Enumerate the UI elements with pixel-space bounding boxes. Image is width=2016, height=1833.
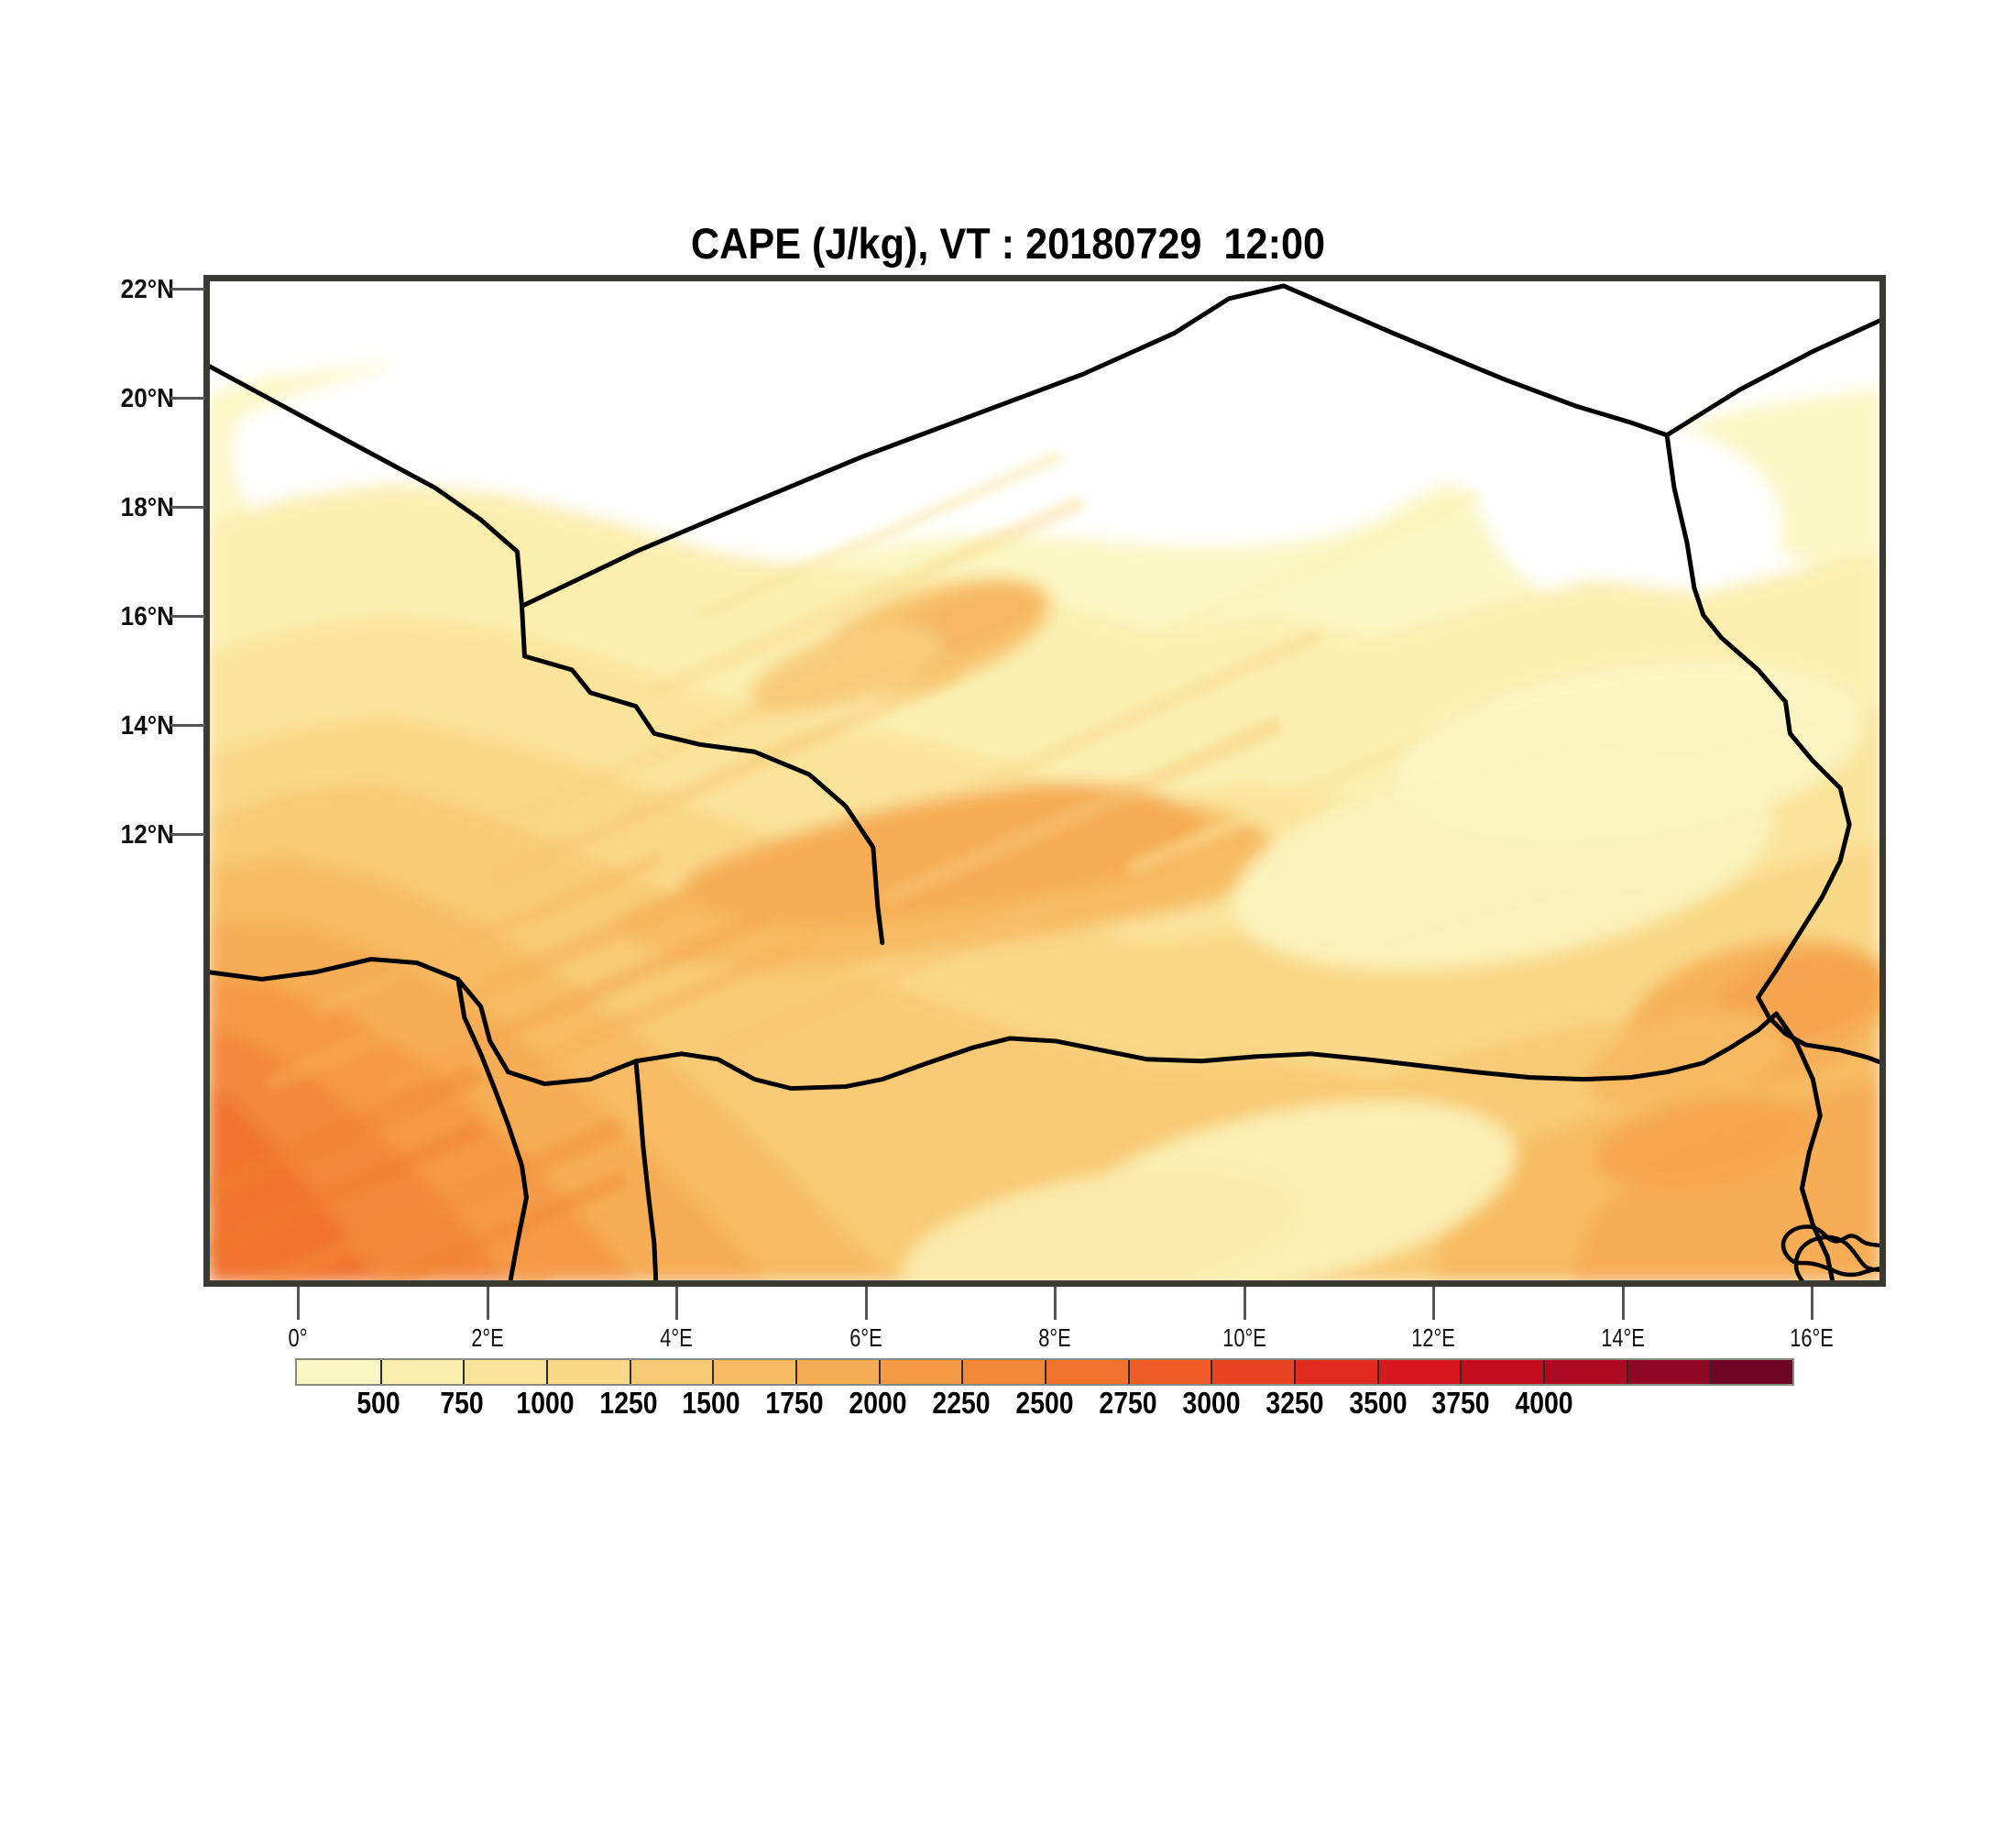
y-tick-label-18N: 18°N	[120, 493, 174, 522]
y-tick-mark-22N	[170, 288, 205, 291]
y-tick-mark-12N	[170, 833, 205, 836]
colorbar-swatch	[1460, 1360, 1544, 1384]
colorbar-tick-label: 2250	[932, 1386, 991, 1420]
colorbar-tick-label: 1250	[598, 1386, 658, 1420]
colorbar-tick-label: 1750	[765, 1386, 824, 1420]
colorbar-divider	[629, 1360, 631, 1384]
colorbar-divider	[1211, 1360, 1213, 1384]
colorbar-swatch	[878, 1360, 962, 1384]
colorbar-divider	[1294, 1360, 1296, 1384]
colorbar-swatch	[1543, 1360, 1627, 1384]
colorbar-divider	[1127, 1360, 1130, 1384]
x-tick-label-2E: 2°E	[471, 1323, 504, 1352]
colorbar-swatch	[463, 1360, 547, 1384]
colorbar-swatch	[297, 1360, 380, 1384]
colorbar[interactable]	[295, 1358, 1794, 1386]
x-tick-mark-8E	[1054, 1287, 1057, 1320]
colorbar-swatch	[379, 1360, 464, 1384]
colorbar-divider	[463, 1360, 466, 1384]
y-tick-label-14N: 14°N	[120, 711, 174, 741]
map-clip	[207, 279, 1882, 1283]
y-tick-label-20N: 20°N	[120, 384, 174, 413]
x-tick-mark-14E	[1622, 1287, 1625, 1320]
colorbar-divider	[1626, 1360, 1628, 1384]
x-tick-label-16E: 16°E	[1790, 1323, 1834, 1352]
colorbar-swatch	[961, 1360, 1046, 1384]
page-title: CAPE (J/kg), VT : 20180729 12:00	[690, 219, 1326, 268]
x-tick-mark-4E	[675, 1287, 678, 1320]
x-tick-mark-0	[297, 1287, 300, 1320]
y-tick-mark-20N	[170, 397, 205, 400]
cape-heatmap	[207, 279, 1882, 1283]
y-tick-label-16N: 16°N	[120, 602, 174, 631]
x-tick-mark-2E	[487, 1287, 489, 1320]
colorbar-swatch	[546, 1360, 630, 1384]
x-tick-label-8E: 8°E	[1038, 1323, 1071, 1352]
colorbar-swatch	[1294, 1360, 1377, 1384]
colorbar-swatch	[629, 1360, 713, 1384]
colorbar-swatch	[1045, 1360, 1128, 1384]
x-tick-mark-12E	[1432, 1287, 1435, 1320]
colorbar-divider	[878, 1360, 881, 1384]
colorbar-tick-label: 2500	[1015, 1386, 1074, 1420]
colorbar-divider	[795, 1360, 797, 1384]
colorbar-tick-label: 2750	[1099, 1386, 1157, 1420]
colorbar-swatch	[1709, 1360, 1793, 1384]
x-tick-label-14E: 14°E	[1601, 1323, 1645, 1352]
lake-chad	[1780, 1224, 1882, 1278]
y-tick-label-22N: 22°N	[120, 275, 174, 304]
x-tick-label-12E: 12°E	[1411, 1323, 1455, 1352]
colorbar-swatch	[795, 1360, 879, 1384]
colorbar-divider	[712, 1360, 715, 1384]
colorbar-swatch	[1626, 1360, 1710, 1384]
colorbar-divider	[1709, 1360, 1712, 1384]
colorbar-divider	[1543, 1360, 1545, 1384]
colorbar-tick-label: 3500	[1348, 1386, 1408, 1420]
colorbar-tick-label: 1000	[516, 1386, 575, 1420]
colorbar-divider	[1460, 1360, 1463, 1384]
colorbar-swatch	[1127, 1360, 1211, 1384]
map-panel[interactable]	[203, 275, 1886, 1287]
x-tick-label-10E: 10°E	[1222, 1323, 1266, 1352]
x-tick-label-6E: 6°E	[849, 1323, 882, 1352]
colorbar-divider	[1376, 1360, 1379, 1384]
colorbar-divider	[961, 1360, 964, 1384]
x-tick-mark-16E	[1811, 1287, 1813, 1320]
colorbar-tick-label: 4000	[1515, 1386, 1573, 1420]
colorbar-tick-label: 3750	[1431, 1386, 1491, 1420]
colorbar-swatch	[1211, 1360, 1295, 1384]
colorbar-divider	[546, 1360, 548, 1384]
colorbar-tick-label: 750	[440, 1386, 484, 1420]
colorbar-tick-label: 500	[356, 1386, 400, 1420]
x-tick-label-4E: 4°E	[660, 1323, 693, 1352]
colorbar-tick-labels: 500 750 1000 1250 1500 1750 2000 2250 2500 2750 30…	[0, 1386, 2016, 1441]
x-tick-label-0: 0°	[288, 1323, 308, 1352]
colorbar-swatch	[712, 1360, 796, 1384]
y-tick-label-12N: 12°N	[120, 820, 174, 850]
colorbar-divider	[379, 1360, 382, 1384]
x-tick-mark-6E	[865, 1287, 868, 1320]
x-tick-mark-10E	[1244, 1287, 1246, 1320]
colorbar-divider	[1045, 1360, 1046, 1384]
colorbar-tick-label: 3000	[1182, 1386, 1241, 1420]
colorbar-swatch	[1376, 1360, 1461, 1384]
colorbar-tick-label: 3250	[1265, 1386, 1324, 1420]
y-tick-mark-14N	[170, 724, 205, 727]
colorbar-tick-label: 2000	[849, 1386, 907, 1420]
y-tick-mark-16N	[170, 615, 205, 618]
colorbar-tick-label: 1500	[682, 1386, 741, 1420]
y-tick-mark-18N	[170, 506, 205, 509]
